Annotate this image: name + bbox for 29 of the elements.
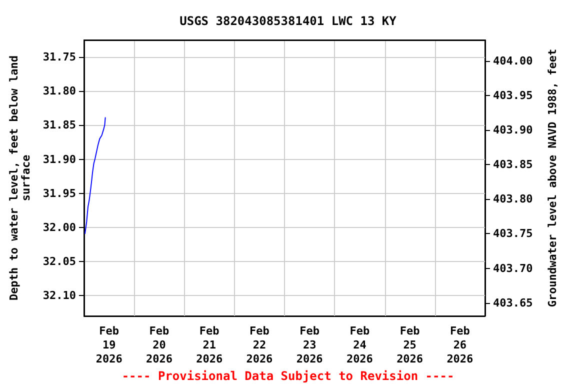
y2-tick-label: 404.00 <box>493 54 533 68</box>
y-tick-label: 32.05 <box>42 254 76 268</box>
line-series <box>84 117 106 234</box>
y-axis-title: Depth to water level, feet below land surface <box>8 55 32 301</box>
x-tick-label: Feb 23 2026 <box>296 324 324 366</box>
y-tick-label: 31.85 <box>42 118 76 132</box>
x-tick-label: Feb 21 2026 <box>196 324 223 366</box>
x-tick-label: Feb 26 2026 <box>446 324 474 366</box>
y-tick-label: 31.90 <box>42 152 76 166</box>
y-tick-label: 31.95 <box>42 186 76 200</box>
text: ---- Provisional Data Subject to Revision ---- <box>122 369 454 383</box>
x-tick-label: Feb 24 2026 <box>346 324 374 366</box>
y-tick-label: 31.80 <box>42 84 76 98</box>
y2-tick-label: 403.70 <box>493 262 533 275</box>
y2-tick-label: 403.95 <box>493 88 533 102</box>
y2-axis-title: Groundwater level above NAVD 1988, feet <box>546 48 559 308</box>
y2-tick-label: 403.85 <box>493 158 533 172</box>
chart-title: USGS 382043085381401 LWC 13 KY <box>180 14 398 28</box>
x-tick-label: Feb 25 2026 <box>396 324 424 366</box>
x-tick-label: Feb 19 2026 <box>96 324 123 366</box>
x-tick-label: Feb 22 2026 <box>246 324 274 366</box>
y-tick-label: 32.10 <box>42 289 76 302</box>
x-tick-label: Feb 20 2026 <box>146 324 173 366</box>
y2-tick-label: 403.75 <box>493 227 533 240</box>
y2-tick-label: 403.65 <box>493 296 533 310</box>
y2-tick-label: 403.80 <box>493 192 533 206</box>
y-tick-label: 32.00 <box>42 220 76 234</box>
y2-tick-label: 403.90 <box>493 123 533 136</box>
y-tick-label: 31.75 <box>42 50 76 64</box>
